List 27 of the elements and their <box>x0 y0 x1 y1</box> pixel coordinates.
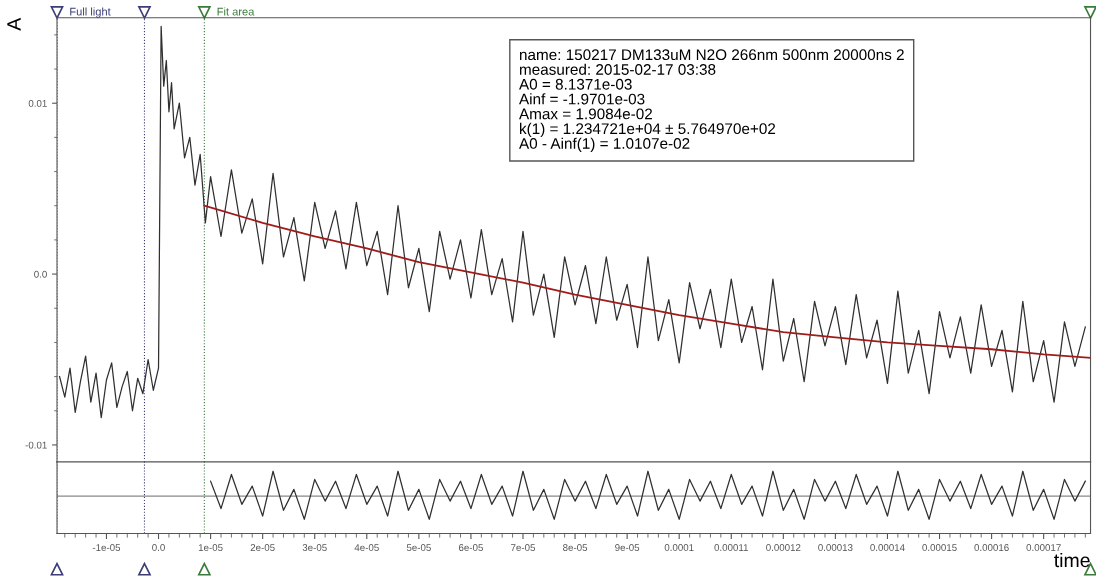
x-tick-label: 7e-05 <box>511 544 536 551</box>
x-tick-label: 0.00011 <box>714 544 748 551</box>
x-tick-label: 0.00015 <box>922 544 957 551</box>
x-tick-label: 9e-05 <box>615 544 640 551</box>
ref-line-label: Fit area <box>217 7 255 16</box>
y-tick-label: 0.0 <box>34 270 47 278</box>
y-axis-title: A <box>7 17 21 31</box>
x-tick-label: 6e-05 <box>458 544 483 551</box>
x-tick-label: 2e-05 <box>250 544 275 551</box>
x-tick-label: 8e-05 <box>563 544 588 551</box>
x-tick-label: 0.0 <box>152 544 165 551</box>
ref-line-label: Full light <box>70 7 111 18</box>
x-tick-label: 0.00014 <box>870 544 905 551</box>
x-tick-label: 5e-05 <box>406 544 431 551</box>
x-axis-title: time <box>1054 552 1090 568</box>
x-tick-label: 4e-05 <box>354 544 379 551</box>
x-tick-label: 0.00016 <box>974 544 1009 551</box>
x-tick-label: 3e-05 <box>302 544 327 551</box>
x-tick-label: 0.00017 <box>1026 544 1061 551</box>
x-tick-label: 1e-05 <box>198 544 223 551</box>
y-tick-label: 0.01 <box>28 99 47 107</box>
x-tick-label: -1e-05 <box>92 544 121 551</box>
annotation: name: 150217 DM133uM N2O 266nm 500nm 20000ns 2 measured: 2015-02-17 03:38 A0 = 8.1371e-03 Ainf = -1.9701e-03 Amax = 1.9084e-02 k(1) = 1.234721e+04 ± 5.764970e+02 A0 - Ainf(1) = 1.0107e-02 <box>519 49 904 152</box>
x-tick-label: 0.00012 <box>766 544 801 551</box>
y-tick-label: -0.01 <box>25 441 47 449</box>
x-tick-label: 0.0001 <box>664 544 694 551</box>
x-tick-label: 0.00013 <box>818 544 853 551</box>
